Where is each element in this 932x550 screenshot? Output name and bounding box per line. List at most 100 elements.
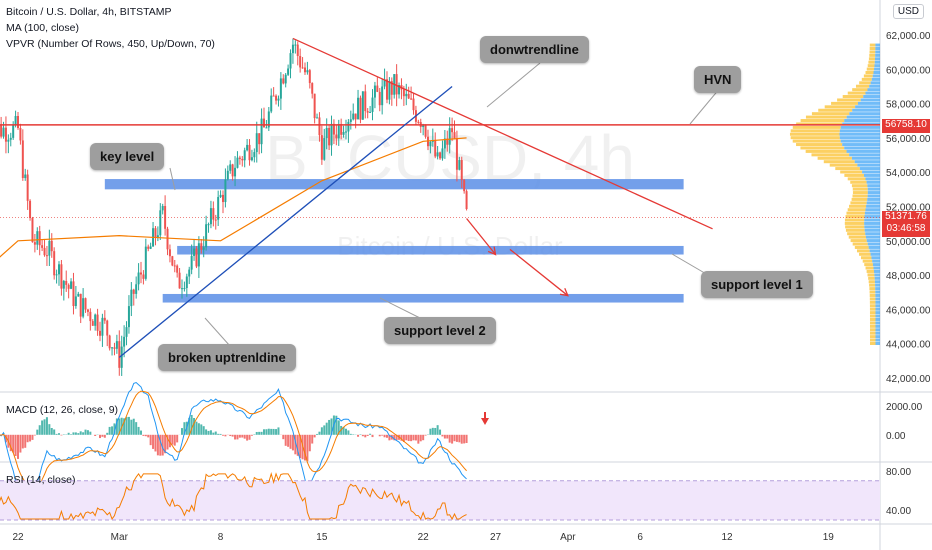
candle-body <box>72 281 75 307</box>
macd-hist-bar <box>161 434 164 456</box>
macd-hist-bar <box>434 427 437 435</box>
vpvr-legend[interactable]: VPVR (Number Of Rows, 450, Up/Down, 70) <box>6 38 215 50</box>
vpvr-down-bar <box>865 91 880 95</box>
macd-hist-bar <box>33 434 36 436</box>
macd-hist-bar <box>171 434 174 445</box>
candle-body <box>205 224 208 248</box>
candle-body <box>176 265 179 273</box>
candle-body <box>323 138 326 160</box>
macd-legend[interactable]: MACD (12, 26, close, 9) <box>6 404 119 416</box>
candle-body <box>217 196 220 220</box>
y-tick-label: 60,000.00 <box>886 65 931 76</box>
candle-body <box>434 139 437 157</box>
candle-body <box>53 251 56 276</box>
ma-legend[interactable]: MA (100, close) <box>6 22 79 34</box>
support1-callout[interactable]: support level 1 <box>701 271 813 298</box>
macd-hist-bar <box>412 434 415 441</box>
macd-hist-bar <box>26 434 29 443</box>
macd-hist-bar <box>381 434 384 436</box>
macd-hist-bar <box>347 430 350 435</box>
x-tick-label: 22 <box>12 532 24 543</box>
macd-hist-bar <box>221 434 224 436</box>
vpvr-up-bar <box>848 235 866 239</box>
macd-hist-bar <box>405 434 408 441</box>
symbol-legend[interactable]: Bitcoin / U.S. Dollar, 4h, BITSTAMP <box>6 6 172 18</box>
vpvr-up-bar <box>811 112 850 116</box>
vpvr-down-bar <box>866 180 880 184</box>
vpvr-down-bar <box>875 321 880 325</box>
macd-hist-bar <box>106 432 109 435</box>
candle-body <box>29 200 32 219</box>
support2-callout[interactable]: support level 2 <box>384 317 496 344</box>
macd-hist-bar <box>455 434 458 442</box>
currency-button[interactable]: USD <box>892 4 924 19</box>
candle-body <box>410 98 413 100</box>
macd-hist-bar <box>388 434 391 441</box>
vpvr-down-bar <box>874 276 880 280</box>
candle-body <box>60 264 63 289</box>
vpvr-up-bar <box>850 239 867 243</box>
vpvr-down-bar <box>871 256 880 260</box>
vpvr-up-bar <box>796 122 843 126</box>
macd-hist-bar <box>180 428 183 435</box>
vpvr-up-bar <box>835 167 860 171</box>
macd-hist-bar <box>316 433 319 435</box>
y-tick-label: 56,000.00 <box>886 134 931 145</box>
macd-hist-bar <box>422 434 425 441</box>
x-tick-label: 8 <box>218 532 224 543</box>
downtrend-callout[interactable]: donwtrendline <box>480 36 589 63</box>
macd-hist-bar <box>101 434 104 437</box>
vpvr-up-bar <box>840 170 863 174</box>
candle-body <box>9 137 12 140</box>
key-level-callout[interactable]: key level <box>90 143 165 170</box>
candle-body <box>429 141 432 147</box>
macd-hist-bar <box>417 434 420 444</box>
candle-body <box>258 133 261 145</box>
zone-key-level <box>104 179 684 190</box>
macd-hist-bar <box>299 434 302 458</box>
vpvr-up-bar <box>869 328 876 332</box>
candle-body <box>229 164 232 171</box>
broken-uptrend-callout[interactable]: broken uptrenldine <box>158 344 296 371</box>
macd-hist-bar <box>166 434 169 450</box>
vpvr-up-bar <box>869 300 876 304</box>
vpvr-up-bar <box>823 160 855 164</box>
vpvr-down-bar <box>874 273 880 277</box>
vpvr-up-bar <box>869 331 876 335</box>
downtrend-line <box>292 37 713 230</box>
vpvr-up-bar <box>850 180 867 184</box>
vpvr-up-bar <box>851 197 868 201</box>
rsi-legend[interactable]: RSI (14, close) <box>6 474 76 486</box>
vpvr-down-bar <box>839 129 880 133</box>
candle-body <box>166 228 169 250</box>
macd-hist-bar <box>323 425 326 435</box>
vpvr-down-bar <box>840 139 880 143</box>
vpvr-up-bar <box>845 225 865 229</box>
vpvr-up-bar <box>861 77 872 81</box>
candle-body <box>156 235 159 238</box>
macd-hist-bar <box>460 434 463 444</box>
candle-body <box>359 97 362 120</box>
vpvr-down-bar <box>857 163 880 167</box>
candle-body <box>57 264 60 275</box>
candle-body <box>344 131 347 133</box>
candle-body <box>422 125 425 128</box>
macd-hist-bar <box>458 434 461 443</box>
macd-hist-bar <box>86 430 89 435</box>
vpvr-down-bar <box>875 283 880 287</box>
y-tick-label: 46,000.00 <box>886 305 931 316</box>
vpvr-down-bar <box>854 160 880 164</box>
vpvr-down-bar <box>865 232 880 236</box>
candle-body <box>279 78 282 99</box>
candle-body <box>26 174 29 201</box>
candle-body <box>67 284 70 289</box>
candle-body <box>113 347 116 349</box>
vpvr-down-bar <box>869 249 880 253</box>
projection-arrow-2 <box>509 248 569 297</box>
vpvr-down-bar <box>875 324 880 328</box>
macd-hist-bar <box>205 429 208 435</box>
vpvr-up-bar <box>868 60 875 64</box>
bar-countdown: 03:46:58 <box>886 223 926 234</box>
hvn-callout[interactable]: HVN <box>694 66 742 93</box>
